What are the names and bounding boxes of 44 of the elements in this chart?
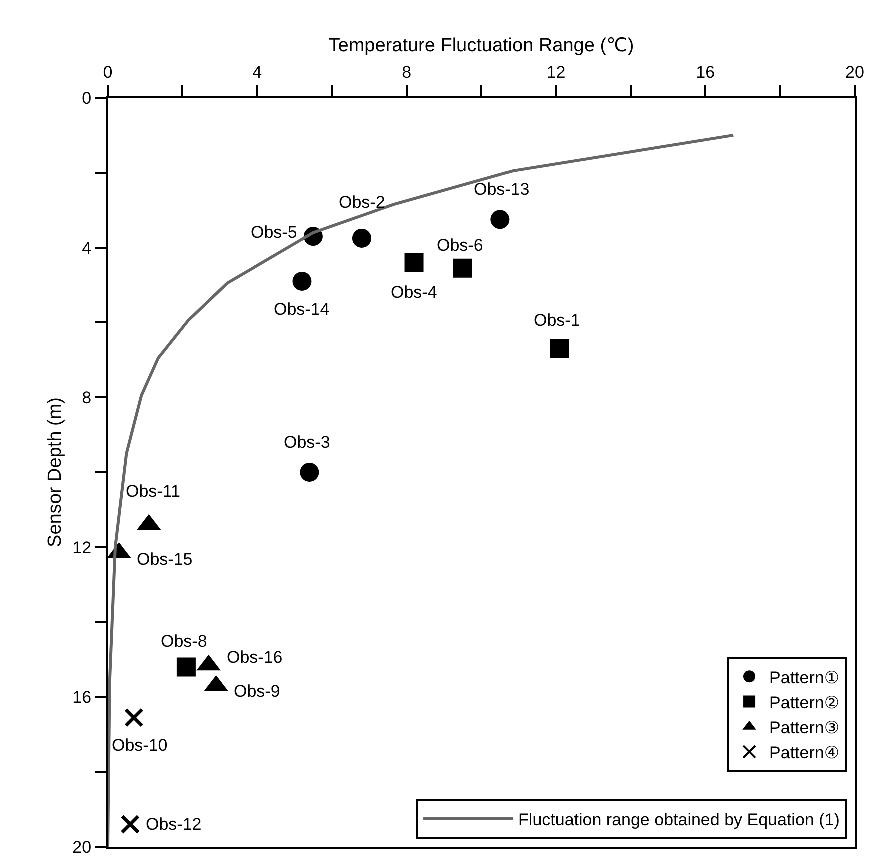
point [490,210,510,230]
annotation: Obs-1 [534,311,580,330]
annotation: Obs-12 [146,815,202,834]
point [120,814,140,834]
y-tick-label: 0 [82,88,92,108]
annotation: Obs-2 [339,193,386,212]
point [292,272,312,291]
annotation: Obs-16 [227,648,283,667]
legend-label: Pattern① [770,668,840,688]
text: Fluctuation range obtained by Equation (1) [518,810,840,830]
annotation: Obs-6 [437,236,484,255]
x-tick-label: 12 [546,63,566,82]
annotation: Obs-8 [161,632,208,651]
annotation: Obs-3 [284,433,330,452]
annotation: Obs-15 [137,550,193,569]
annotation: Obs-9 [234,682,280,701]
y-tick-label: 8 [82,388,92,408]
annotation: Obs-5 [251,223,298,242]
x-axis-title: Temperature Fluctuation Range (℃) [328,36,634,57]
x-tick-label: 20 [846,63,864,82]
point [352,228,372,248]
y-tick-label: 16 [72,688,92,708]
legend-label: Pattern② [770,693,840,712]
legend-label: Pattern④ [770,744,840,763]
point [176,658,196,677]
point [453,258,472,278]
annotation: Obs-4 [391,283,438,302]
annotation: Obs-10 [112,736,168,755]
legend-label: Pattern③ [770,718,840,738]
annotation: Obs-13 [474,180,530,199]
annotation: Obs-14 [274,300,330,319]
annotation: Obs-11 [126,482,180,501]
y-axis-title: Sensor Depth (m) [45,398,66,548]
x-tick-label: 8 [402,63,412,82]
x-tick-label: 4 [252,63,262,82]
point [550,339,570,358]
y-tick-label: 4 [82,238,92,258]
point [124,708,144,728]
x-tick-label: 0 [103,63,113,82]
point [300,463,320,482]
y-tick-label: 12 [72,538,92,558]
y-tick-label: 20 [72,838,92,857]
x-tick-label: 16 [696,63,716,82]
point [404,253,424,272]
